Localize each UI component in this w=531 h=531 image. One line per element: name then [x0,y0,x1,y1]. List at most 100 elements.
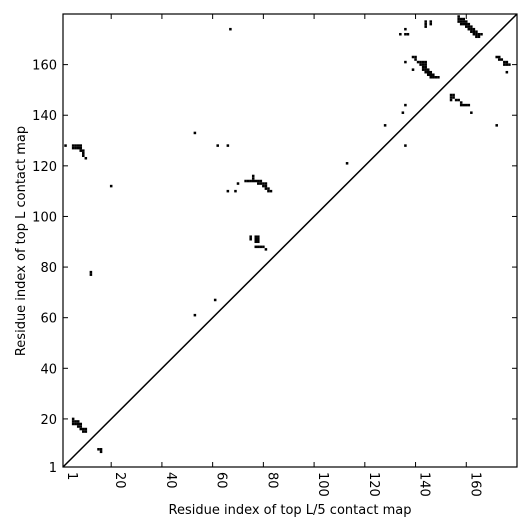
y-tick-label: 1 [49,461,57,476]
contact-point [74,422,77,426]
contact-point [251,177,255,180]
contact-point [472,27,476,31]
contact-point [259,245,263,249]
contact-point [216,144,219,147]
contact-point [426,73,430,77]
contact-point [454,98,458,102]
contact-point [97,448,100,451]
contact-point [500,58,504,61]
contact-point [404,32,407,36]
contact-point [429,73,433,77]
contact-point [254,235,258,238]
contact-point [457,98,460,102]
contact-point [264,187,268,190]
contact-point [71,420,75,423]
contact-point [432,76,435,79]
contact-point [254,245,258,249]
contact-point [264,248,268,251]
contact-point [76,146,80,150]
contact-point [76,425,80,428]
contact-point [79,422,83,426]
contact-point [79,149,83,152]
contact-point [432,73,435,77]
contact-point [424,20,427,23]
contact-point [99,450,103,454]
contact-point [505,70,509,74]
contact-point [434,76,438,79]
contact-point [79,427,83,431]
contact-point [257,179,260,183]
contact-point [262,245,265,249]
contact-point [76,420,80,423]
contact-point [472,32,476,36]
contact-point [503,63,506,66]
contact-point [411,68,415,71]
y-tick-label: 40 [40,362,57,377]
contact-point [467,27,471,31]
contact-point [497,55,501,59]
x-tick-label: 80 [264,472,279,489]
contact-point [404,144,407,147]
contact-point [424,22,427,26]
contact-point [459,22,463,26]
contact-point [74,146,77,150]
contact-point [467,22,471,26]
contact-point [267,187,270,190]
contact-point [246,179,250,183]
contact-point [470,25,473,28]
contact-point [429,22,433,26]
contact-point [424,63,427,66]
contact-point [399,32,402,36]
contact-point [411,55,415,59]
contact-point [251,174,255,178]
contact-point [76,422,80,426]
x-tick-label: 160 [467,472,482,497]
contact-point [421,65,425,69]
contact-point [257,235,260,238]
contact-point [424,70,427,74]
contact-point [457,20,460,23]
contact-point [475,35,478,39]
contact-point [264,182,268,185]
contact-point [416,60,420,64]
contact-point [421,60,425,64]
contact-point [254,240,258,244]
contact-point [437,76,440,79]
contact-point [404,60,407,64]
contact-point [429,20,433,23]
contact-point [505,63,509,66]
contact-point [470,30,473,33]
contact-point [254,237,258,241]
contact-point [424,60,427,64]
contact-point [76,144,80,147]
contact-point [459,101,463,104]
contact-point [462,17,466,21]
contact-point [257,182,260,185]
contact-point [71,422,75,426]
contact-point [71,144,75,147]
contact-point [462,103,466,107]
contact-point [465,20,468,23]
contact-point [257,237,260,241]
contact-point [249,237,252,241]
contact-point [414,55,417,59]
x-tick-label: 120 [366,472,381,497]
contact-point [495,55,498,59]
contact-point [426,70,430,74]
contact-point [264,184,268,188]
contact-point [429,76,433,79]
contact-point [193,131,197,135]
contact-point [64,144,67,147]
contact-point [419,60,422,64]
y-tick-label: 80 [40,261,57,276]
contact-point [89,273,93,276]
contact-point [74,420,77,423]
contact-point [414,58,417,61]
contact-point [495,124,498,127]
contact-point [429,70,433,74]
contact-point [477,32,481,36]
contact-point [470,111,473,114]
contact-point [421,68,425,71]
plot-frame [62,13,518,468]
contact-point [269,189,273,193]
